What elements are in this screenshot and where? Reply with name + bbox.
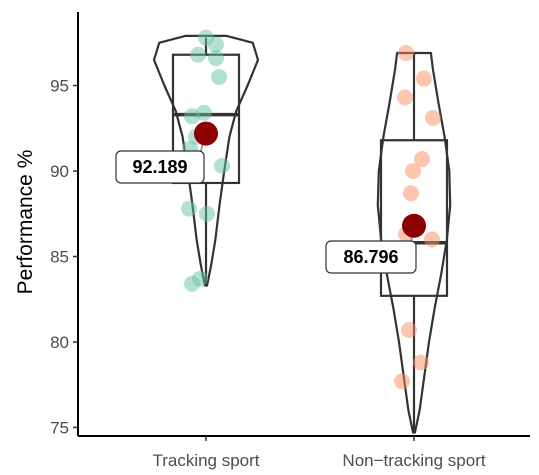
mean-label-box — [115, 150, 205, 184]
x-tick-label: Non−tracking sport — [342, 451, 485, 470]
data-point — [416, 70, 432, 87]
mean-label: 92.189 — [132, 157, 187, 177]
data-point — [397, 89, 413, 106]
y-tick-label: 85 — [50, 247, 69, 266]
axes-layer: 75 80 85 90 95 Tracking sport Non−tracking spo… — [50, 12, 530, 470]
data-point — [424, 231, 440, 248]
data-point — [403, 185, 419, 202]
mean-label-box — [325, 240, 417, 274]
data-point — [190, 46, 206, 63]
data-point — [208, 50, 224, 67]
points-layer — [181, 29, 441, 390]
mean-label: 86.796 — [343, 247, 398, 267]
mean-marker — [194, 121, 218, 146]
data-point — [398, 45, 414, 62]
mean-marker — [402, 213, 426, 238]
data-point — [199, 205, 215, 222]
data-point — [405, 163, 421, 179]
data-point — [196, 104, 212, 121]
data-point — [394, 373, 410, 390]
data-point — [211, 68, 227, 85]
data-point — [214, 157, 230, 174]
data-point — [414, 151, 430, 168]
box-iqr — [379, 139, 449, 297]
data-point — [401, 322, 417, 338]
y-tick-label: 80 — [50, 333, 69, 352]
means-layer: 92.189 86.796 — [115, 121, 426, 274]
data-point — [184, 108, 200, 125]
y-tick-label: 90 — [50, 162, 69, 181]
y-axis-title: Performance % — [14, 150, 37, 295]
x-tick-label: Tracking sport — [152, 451, 259, 470]
data-point — [208, 36, 224, 53]
data-point — [413, 354, 429, 371]
y-tick-label: 75 — [50, 418, 69, 437]
data-point — [181, 200, 197, 217]
y-tick-label: 95 — [50, 77, 69, 96]
data-point — [425, 110, 441, 126]
data-point — [184, 275, 200, 292]
